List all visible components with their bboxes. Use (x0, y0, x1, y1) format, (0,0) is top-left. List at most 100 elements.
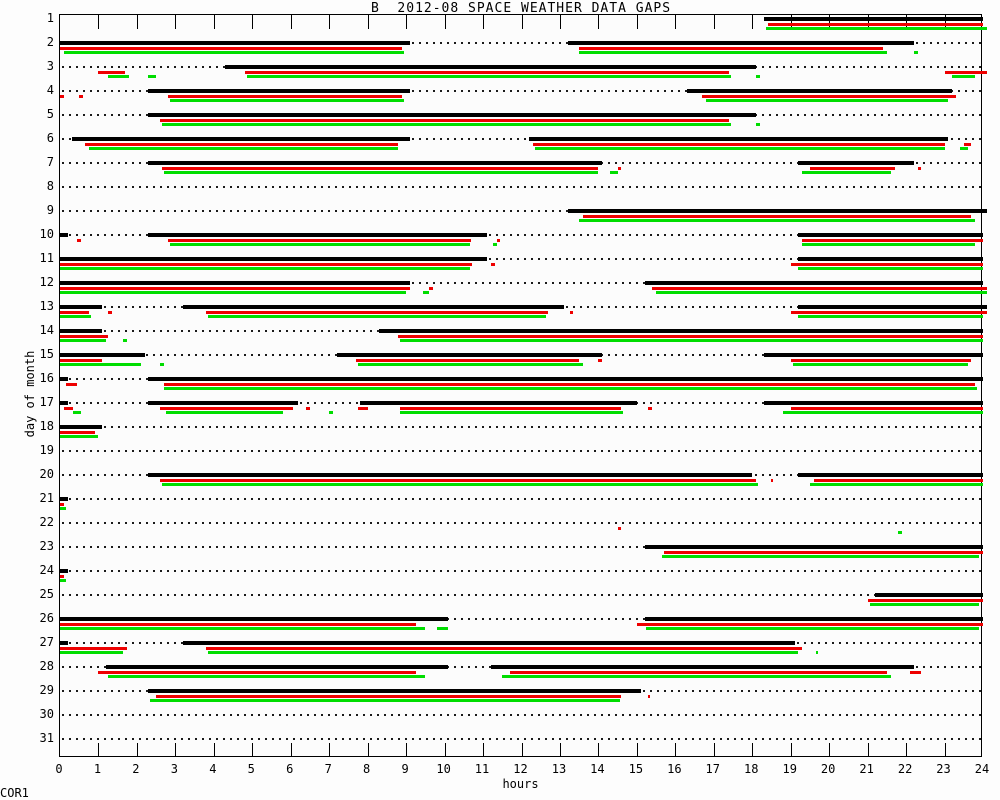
gap-bar-euvi (63, 50, 405, 54)
day-gridline (62, 617, 982, 620)
gap-bar-euvi (756, 74, 760, 78)
gap-bar-euvi (656, 290, 987, 294)
gap-bar-cor2 (400, 406, 622, 410)
y-tick-label: 1 (46, 10, 54, 25)
gap-bar-cor1 (798, 160, 914, 165)
gap-bar-cor2 (790, 358, 972, 362)
gap-bar-cor2 (161, 166, 599, 170)
gap-bar-euvi (400, 410, 624, 414)
gap-bar-euvi (208, 650, 799, 654)
gap-bar-euvi (169, 98, 405, 102)
day-gridline (62, 521, 982, 524)
gap-bar-euvi (798, 266, 983, 270)
y-tick-label: 20 (39, 466, 54, 481)
gap-bar-cor2 (60, 358, 103, 362)
gap-bar-cor1 (763, 352, 983, 357)
gap-bar-cor1 (60, 640, 68, 645)
x-tick-label: 10 (436, 762, 451, 776)
x-tick-label: 17 (705, 762, 720, 776)
gap-bar-cor2 (163, 382, 976, 386)
y-tick-label: 9 (46, 202, 54, 217)
gap-bar-cor2 (60, 286, 410, 290)
axis-tick (829, 15, 831, 29)
gap-bar-euvi (436, 626, 449, 630)
gap-bar-cor1 (183, 640, 795, 645)
y-tick-label: 7 (46, 154, 54, 169)
gap-bar-cor2 (617, 526, 622, 530)
gap-bar-cor2 (944, 70, 987, 74)
gap-bar-cor1 (60, 256, 487, 261)
gap-bar-cor1 (148, 688, 641, 693)
gap-bar-cor2 (598, 358, 603, 362)
gap-bar-cor2 (963, 142, 972, 146)
gap-bar-euvi (60, 314, 91, 318)
axis-tick (598, 743, 600, 756)
day-gridline (62, 41, 982, 44)
gap-bar-cor2 (159, 478, 757, 482)
y-tick-label: 28 (39, 658, 54, 673)
gap-bar-cor1 (798, 232, 983, 237)
gap-bar-cor1 (60, 232, 68, 237)
axis-tick (483, 743, 485, 756)
gap-bar-cor1 (798, 472, 983, 477)
gap-bar-euvi (329, 410, 334, 414)
gap-bar-cor2 (648, 406, 653, 410)
gap-bar-cor2 (60, 430, 95, 434)
gap-bar-euvi (60, 362, 141, 366)
gap-bar-cor2 (244, 70, 730, 74)
gap-bar-cor2 (60, 646, 128, 650)
x-tick-label: 22 (897, 762, 913, 776)
gap-bar-cor1 (567, 208, 987, 213)
gap-bar-euvi (815, 650, 818, 654)
gap-bar-euvi (492, 242, 497, 246)
y-tick-label: 13 (39, 298, 54, 313)
axis-tick (790, 15, 792, 29)
gap-bar-euvi (783, 410, 983, 414)
gap-bar-cor2 (79, 94, 84, 98)
gap-bar-euvi (88, 146, 399, 150)
gap-bar-cor2 (579, 46, 883, 50)
gap-bar-cor2 (490, 262, 495, 266)
x-tick-label: 18 (744, 762, 759, 776)
gap-bar-cor1 (60, 400, 68, 405)
axis-tick (136, 15, 138, 29)
gap-bar-cor1 (529, 136, 949, 141)
gap-bar-euvi (534, 146, 945, 150)
gap-bar-cor2 (167, 94, 403, 98)
gap-bar-euvi (60, 338, 107, 342)
gap-bar-cor2 (767, 22, 983, 26)
gap-bar-cor1 (60, 376, 68, 381)
day-gridline (62, 713, 982, 716)
gap-bar-cor1 (60, 424, 103, 429)
y-tick-label: 29 (39, 682, 54, 697)
y-tick-label: 17 (39, 394, 54, 409)
day-gridline (62, 569, 982, 572)
gap-bar-euvi (60, 290, 407, 294)
gap-bar-euvi (150, 698, 620, 702)
gap-bar-euvi (802, 242, 976, 246)
gap-bar-cor1 (225, 64, 757, 69)
axis-tick (367, 15, 369, 29)
x-tick-label: 2 (132, 762, 140, 776)
y-tick-label: 31 (39, 730, 54, 745)
axis-tick (598, 15, 600, 29)
y-tick-label: 2 (46, 34, 54, 49)
gap-bar-cor2 (98, 670, 416, 674)
gap-bar-cor2 (156, 694, 622, 698)
x-tick-label: 24 (974, 762, 990, 776)
axis-tick (483, 15, 485, 29)
x-tick-label: 19 (782, 762, 797, 776)
gap-bar-cor2 (306, 406, 310, 410)
gap-bar-euvi (502, 674, 891, 678)
gap-bar-cor2 (663, 550, 983, 554)
axis-tick (752, 743, 754, 756)
gap-bar-cor2 (496, 238, 501, 242)
axis-tick (213, 743, 215, 756)
y-tick-label: 27 (39, 634, 54, 649)
axis-tick (675, 15, 677, 29)
gap-bar-cor2 (60, 46, 403, 50)
gap-bar-cor1 (148, 88, 410, 93)
axis-tick (713, 15, 715, 29)
plot-area (59, 14, 987, 757)
